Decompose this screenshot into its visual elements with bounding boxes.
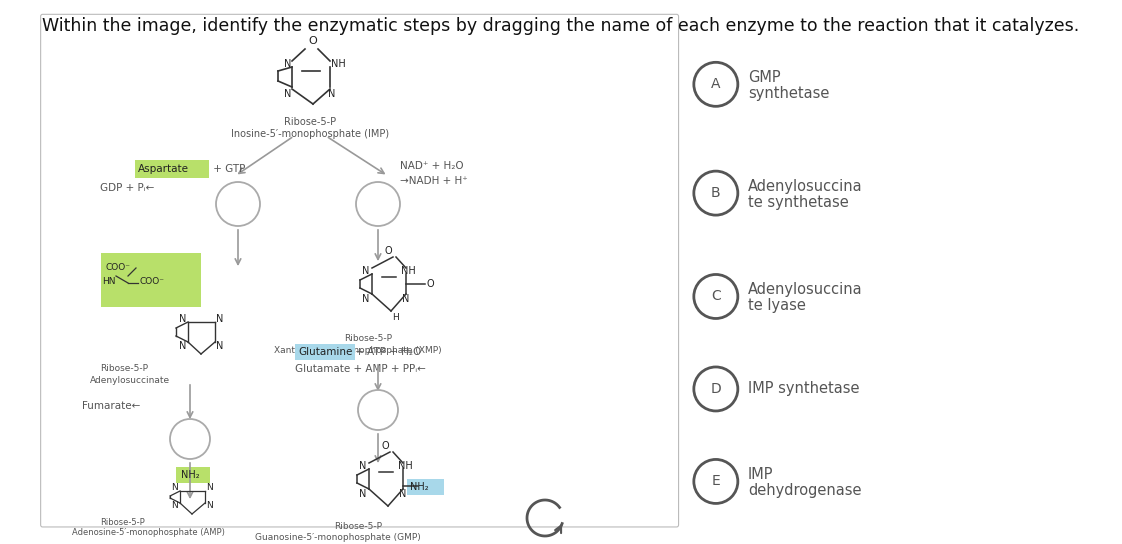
Text: NH₂: NH₂ [410,482,429,492]
Text: N: N [206,502,213,510]
Text: NAD⁺ + H₂O: NAD⁺ + H₂O [401,161,463,171]
Text: Xanthosine-5′-monophosphate (XMP): Xanthosine-5′-monophosphate (XMP) [274,346,442,355]
Text: O: O [384,246,392,256]
Text: N: N [359,461,367,471]
Text: Adenylosuccina: Adenylosuccina [748,282,863,297]
Text: N: N [180,341,186,351]
Text: N: N [217,314,223,324]
Text: A: A [711,77,720,91]
Text: NH: NH [397,461,413,471]
Text: D: D [710,382,721,396]
Text: O: O [381,441,389,451]
Text: NH₂: NH₂ [181,470,200,480]
Text: N: N [362,294,369,304]
Text: N: N [403,294,410,304]
Text: NH: NH [401,266,415,276]
Text: Glutamate + AMP + PPᵢ←: Glutamate + AMP + PPᵢ← [295,364,426,374]
Text: NH: NH [331,59,346,69]
Text: Guanosine-5′-monophosphate (GMP): Guanosine-5′-monophosphate (GMP) [255,533,421,542]
FancyBboxPatch shape [176,467,210,483]
Text: N: N [206,484,213,492]
Text: N: N [359,489,367,499]
Text: Ribose-5-P: Ribose-5-P [334,522,381,531]
Text: dehydrogenase: dehydrogenase [748,483,862,498]
Text: Within the image, identify the enzymatic steps by dragging the name of each enzy: Within the image, identify the enzymatic… [43,17,1079,35]
Text: synthetase: synthetase [748,86,829,101]
Text: O: O [309,36,318,46]
Text: Fumarate←: Fumarate← [82,401,140,411]
Text: Ribose-5-P: Ribose-5-P [344,334,392,343]
Text: Glutamine: Glutamine [298,347,352,357]
Text: N: N [284,59,292,69]
Text: O: O [426,279,434,289]
FancyBboxPatch shape [295,344,355,360]
Text: + GTP: + GTP [210,164,246,174]
Text: te lyase: te lyase [748,298,806,313]
Text: N: N [172,484,178,492]
Text: →NADH + H⁺: →NADH + H⁺ [401,176,468,186]
Text: HN: HN [102,277,116,287]
Text: Ribose-5-P: Ribose-5-P [100,364,148,373]
Text: COO⁻: COO⁻ [105,263,131,273]
Text: GMP: GMP [748,70,781,85]
Text: B: B [711,186,720,200]
Text: te synthetase: te synthetase [748,195,848,209]
Text: Ribose-5-P: Ribose-5-P [100,518,145,527]
Text: Adenylosuccinate: Adenylosuccinate [90,376,171,385]
Text: COO⁻: COO⁻ [140,277,165,287]
FancyBboxPatch shape [101,253,201,307]
Text: N: N [284,89,292,99]
Text: C: C [711,289,720,304]
Text: H: H [393,312,399,322]
Text: N: N [180,314,186,324]
Text: E: E [711,474,720,489]
Text: Ribose-5-P: Ribose-5-P [284,117,337,127]
Text: N: N [329,89,335,99]
Text: Adenylosuccina: Adenylosuccina [748,178,863,194]
Text: IMP: IMP [748,467,773,482]
Text: IMP synthetase: IMP synthetase [748,381,859,397]
Text: Adenosine-5′-monophosphate (AMP): Adenosine-5′-monophosphate (AMP) [72,528,224,537]
Text: N: N [399,489,406,499]
Text: GDP + Pᵢ←: GDP + Pᵢ← [100,183,155,193]
Text: N: N [362,266,369,276]
Text: N: N [217,341,223,351]
FancyBboxPatch shape [407,479,444,495]
Text: Inosine-5′-monophosphate (IMP): Inosine-5′-monophosphate (IMP) [231,129,389,139]
Text: Aspartate: Aspartate [138,164,188,174]
FancyBboxPatch shape [135,160,209,178]
Text: + ATP + H₂O: + ATP + H₂O [352,347,421,357]
FancyBboxPatch shape [40,14,679,527]
Text: N: N [172,502,178,510]
